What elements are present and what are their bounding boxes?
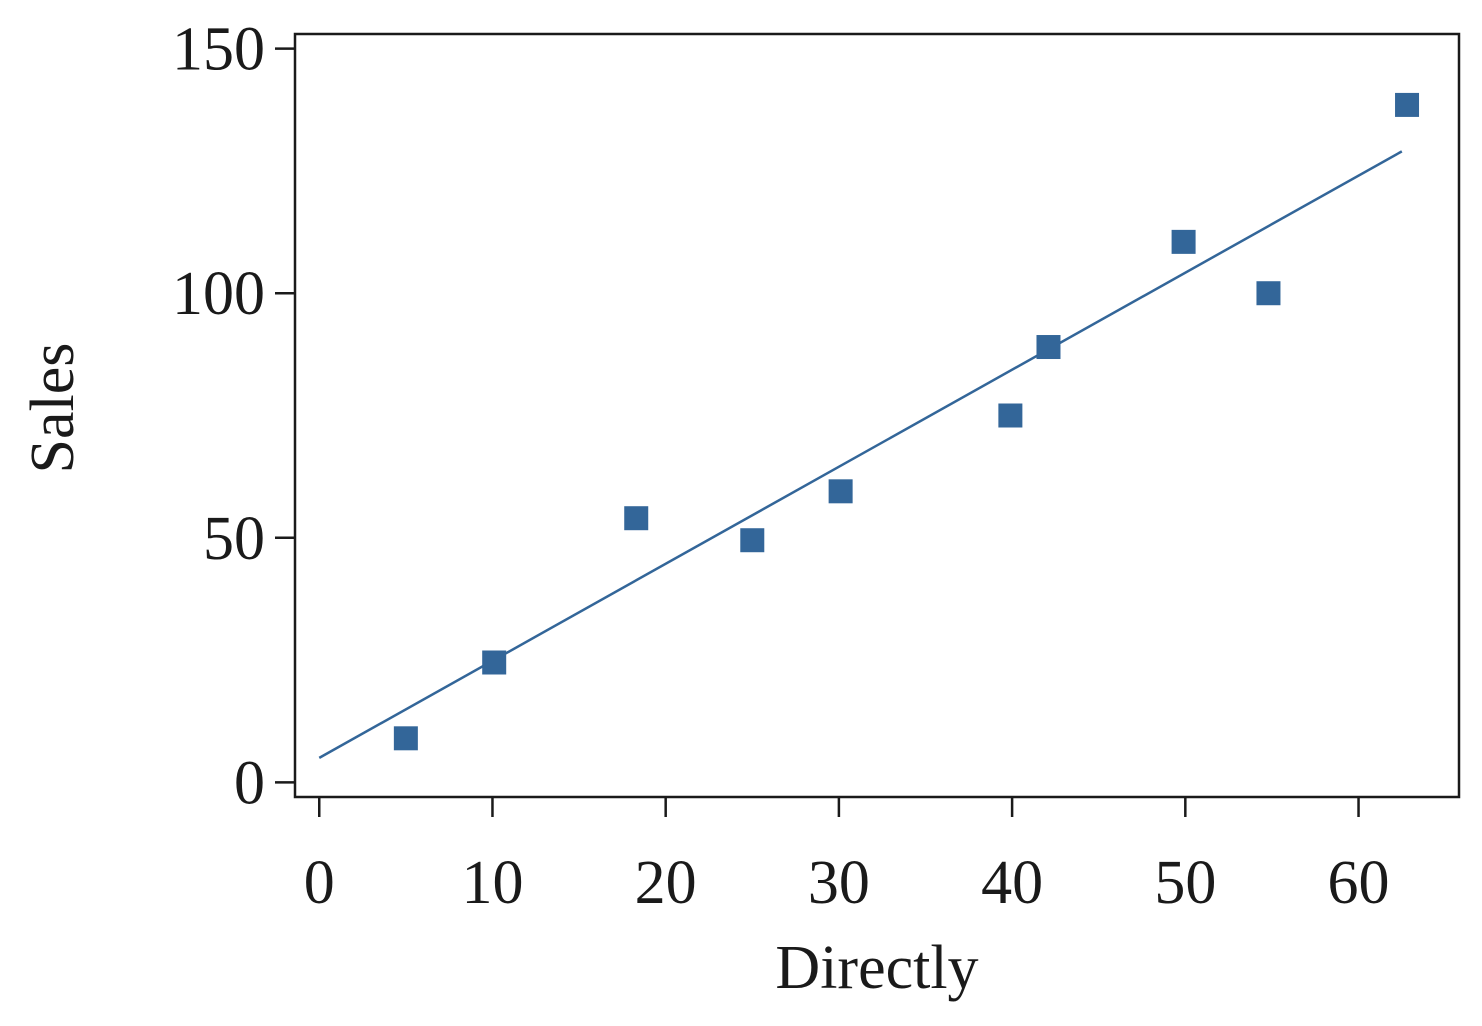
y-tick-label: 0 [234, 749, 265, 817]
x-tick-label: 0 [304, 849, 335, 917]
scatter-point [482, 650, 507, 675]
x-axis-label: Directly [775, 934, 978, 1002]
scatter-point [624, 506, 649, 531]
scatter-point [1171, 229, 1196, 254]
x-tick-label: 10 [461, 849, 523, 917]
scatter-point [998, 403, 1023, 428]
scatter-point [1036, 335, 1061, 360]
trend-line [318, 150, 1403, 759]
scatter-point [1395, 92, 1420, 117]
scatter-point [1256, 281, 1281, 306]
x-tick-label: 50 [1154, 849, 1216, 917]
y-axis-label: Sales [19, 343, 87, 474]
y-tick-label: 100 [172, 260, 265, 328]
x-axis-ticks: 0 10 20 30 40 50 60 [304, 797, 1390, 917]
x-tick-label: 40 [981, 849, 1043, 917]
x-tick-label: 60 [1328, 849, 1390, 917]
scatter-point [740, 528, 765, 553]
x-tick-label: 20 [635, 849, 697, 917]
data-points [393, 92, 1420, 751]
scatter-point [393, 726, 418, 751]
y-tick-label: 150 [172, 16, 265, 84]
y-axis-ticks: 0 50 100 150 [172, 16, 295, 817]
y-tick-label: 50 [203, 505, 265, 573]
plot-frame [293, 32, 1461, 799]
trend-lines [318, 150, 1403, 759]
scatter-point [828, 479, 853, 504]
x-tick-label: 30 [808, 849, 870, 917]
